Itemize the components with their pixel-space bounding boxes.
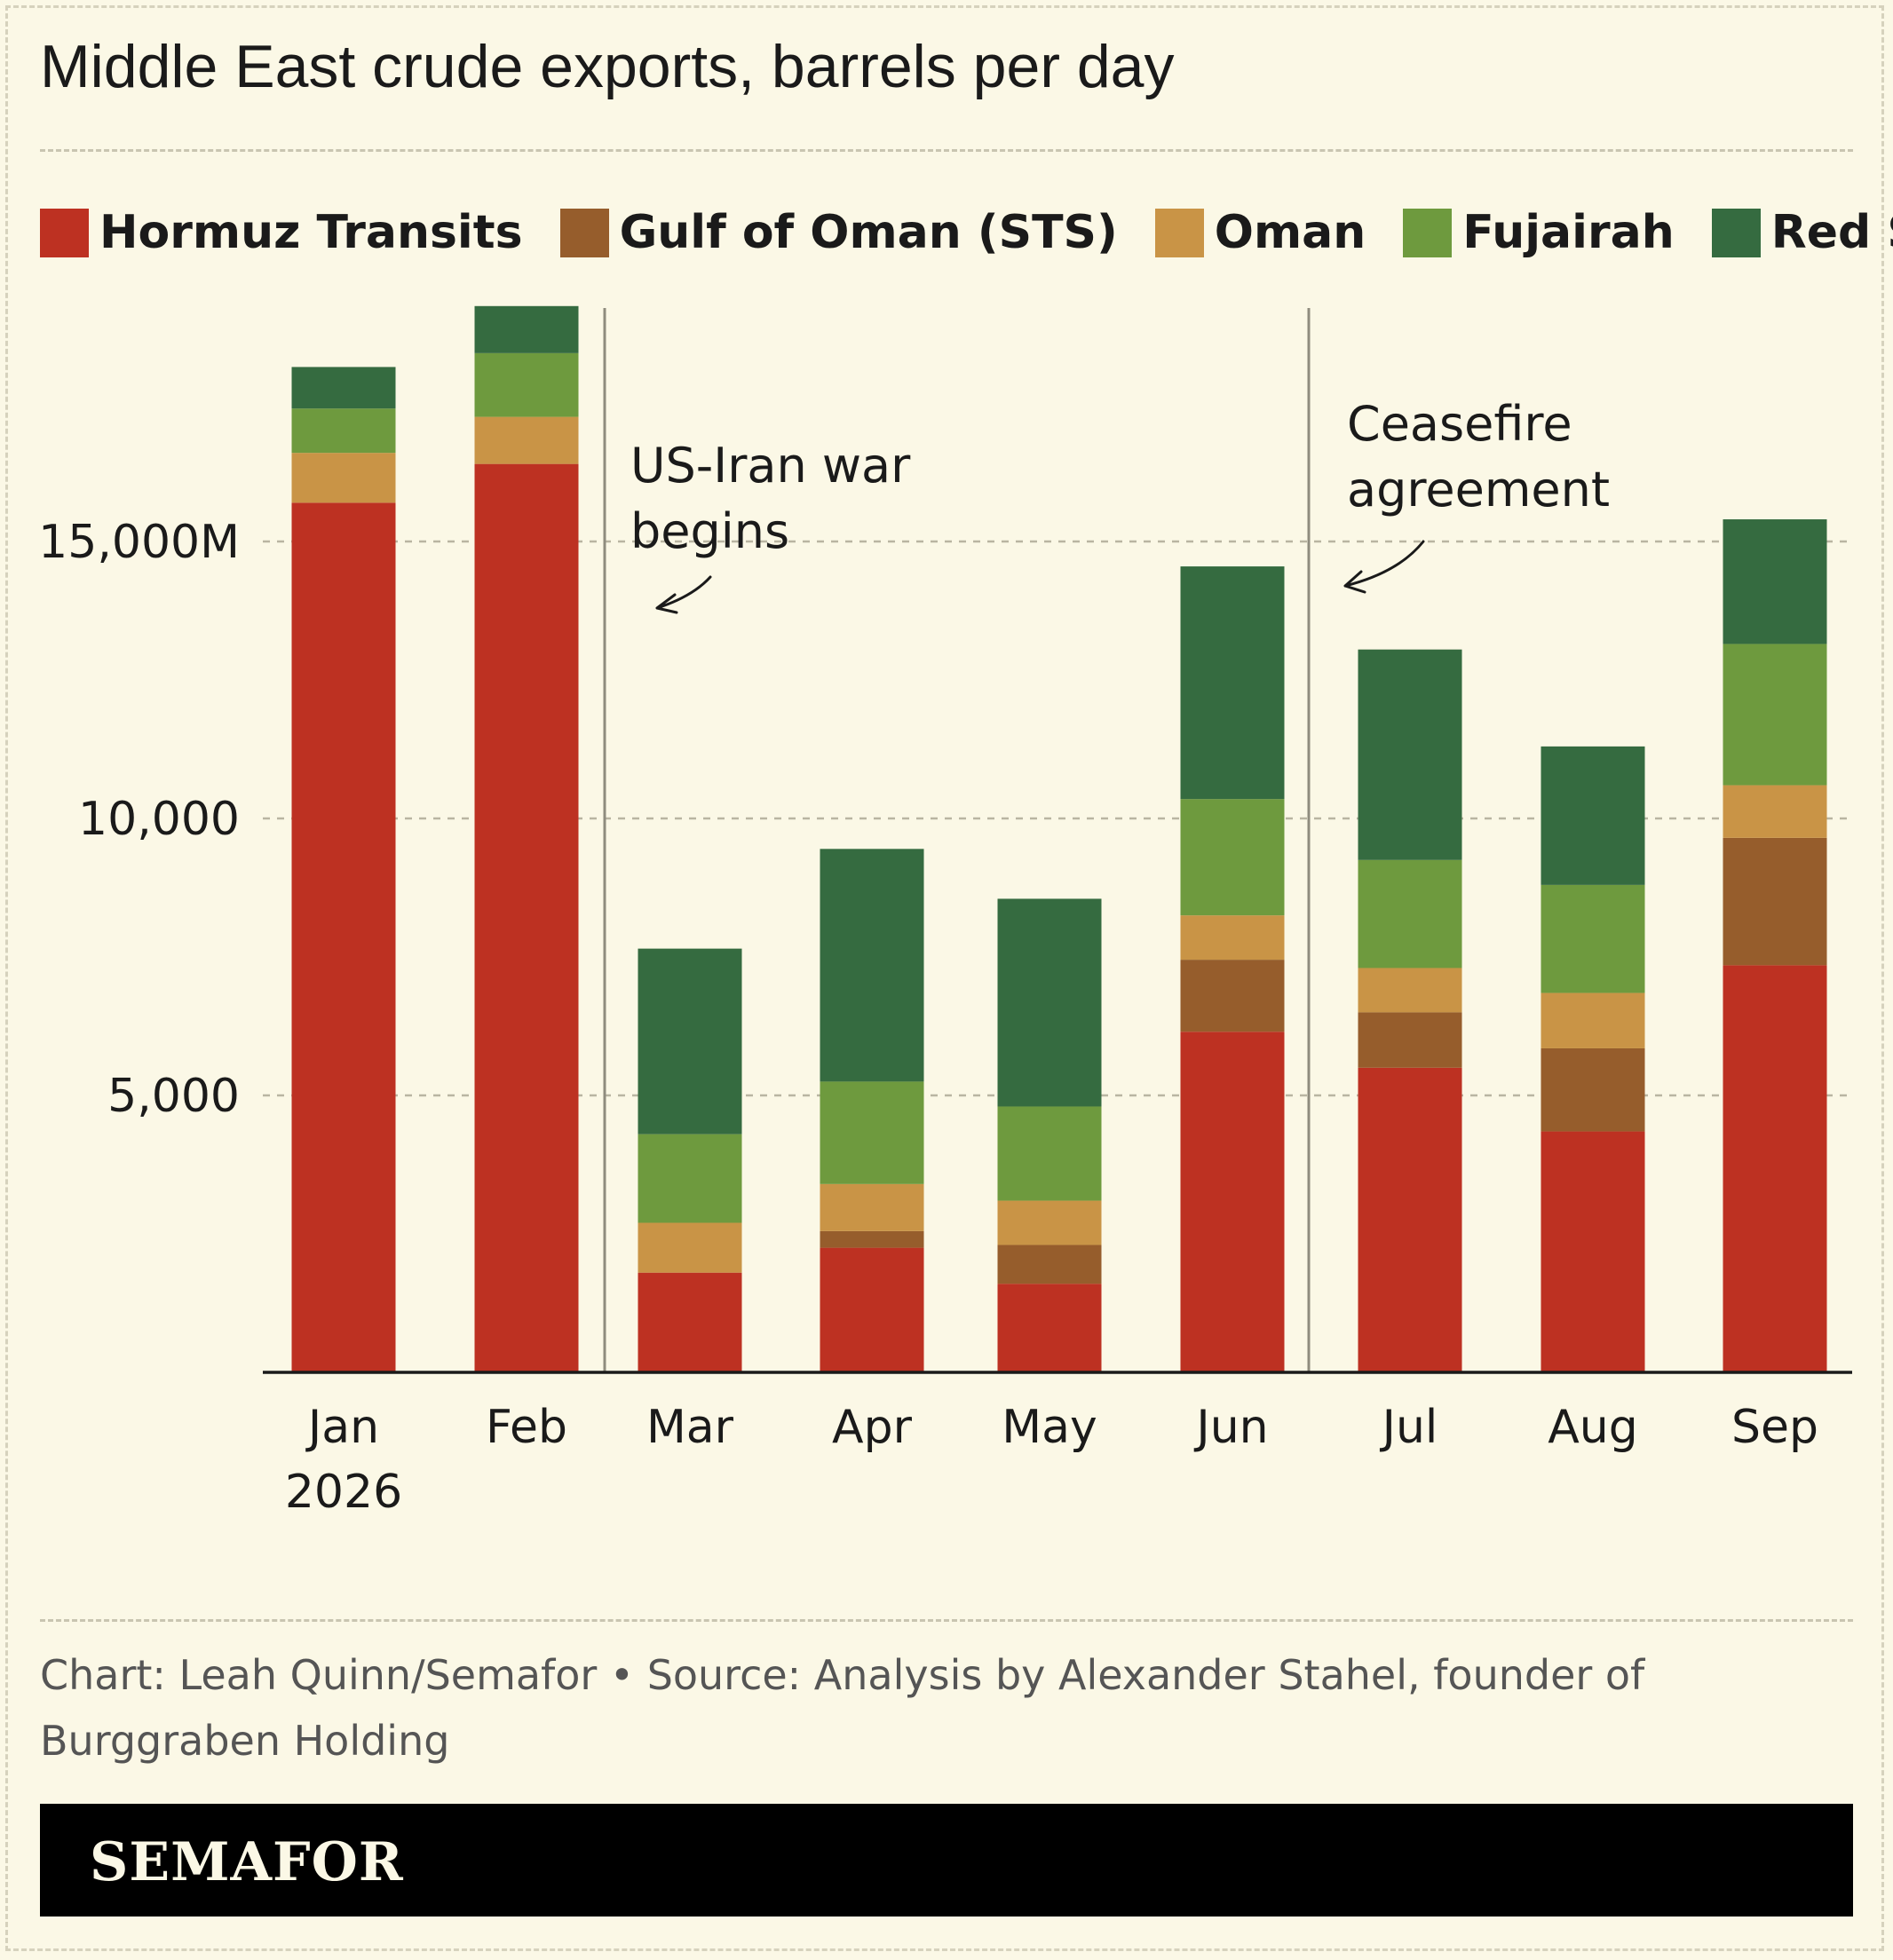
stacked-bar-chart: 5,000 10,000 15,000M Jan 2026 Feb Mar Apr May Jun… bbox=[38, 305, 1852, 1519]
bar-segment-gulf-of-oman-sts bbox=[1358, 1012, 1462, 1068]
annotation-arrow bbox=[655, 575, 712, 614]
x-tick-label: Aug bbox=[1548, 1401, 1638, 1454]
bar-segment-gulf-of-oman-sts bbox=[1541, 1047, 1645, 1132]
bar-segment-fujairah bbox=[820, 1081, 924, 1184]
legend-swatch-gulf-of-oman bbox=[559, 208, 609, 257]
bar-segment-oman bbox=[1723, 785, 1827, 838]
y-tick-label: 5,000 bbox=[107, 1070, 240, 1123]
annotation-text: US-Iran war bbox=[630, 438, 911, 494]
bar-segment-oman bbox=[1180, 915, 1285, 960]
bar-segment-oman bbox=[291, 453, 396, 503]
legend-item-gulf-of-oman: Gulf of Oman (STS) bbox=[559, 206, 1118, 259]
bar-segment-red-sea bbox=[1358, 649, 1462, 860]
chart-title: Middle East crude exports, barrels per d… bbox=[40, 33, 1175, 100]
semafor-logo: SEMAFOR bbox=[90, 1831, 404, 1893]
bar-segment-fujairah bbox=[1358, 859, 1462, 968]
bar-segment-hormuz-transits bbox=[291, 502, 396, 1372]
bar-segment-red-sea bbox=[1723, 519, 1827, 644]
bar-segment-hormuz-transits bbox=[638, 1272, 742, 1372]
legend-label-hormuz: Hormuz Transits bbox=[99, 206, 523, 259]
x-tick-label: Jan bbox=[305, 1401, 379, 1454]
footer-divider bbox=[40, 1619, 1853, 1622]
bar-segment-hormuz-transits bbox=[1541, 1131, 1645, 1372]
chart-legend: Hormuz Transits Gulf of Oman (STS) Oman … bbox=[40, 206, 1893, 259]
bar-segment-oman bbox=[638, 1222, 742, 1273]
brand-bar: SEMAFOR bbox=[40, 1804, 1853, 1917]
legend-item-red-sea: Red Sea bbox=[1711, 206, 1893, 259]
bar-segment-red-sea bbox=[638, 948, 742, 1134]
legend-label-red-sea: Red Sea bbox=[1770, 206, 1893, 259]
bar-segment-fujairah bbox=[1541, 884, 1645, 993]
bar-segment-hormuz-transits bbox=[1358, 1067, 1462, 1372]
bar-segment-fujairah bbox=[291, 408, 396, 454]
bar-segment-fujairah bbox=[474, 352, 579, 417]
legend-label-fujairah: Fujairah bbox=[1462, 206, 1675, 259]
legend-swatch-oman bbox=[1154, 208, 1204, 257]
x-tick-label: Feb bbox=[486, 1401, 567, 1454]
bar-segment-fujairah bbox=[1723, 644, 1827, 786]
bar-segment-oman bbox=[474, 416, 579, 464]
x-tick-label: Jun bbox=[1193, 1401, 1268, 1454]
bar-segment-fujairah bbox=[1180, 799, 1285, 916]
bar-segment-hormuz-transits bbox=[1723, 965, 1827, 1372]
bar-segment-hormuz-transits bbox=[997, 1284, 1102, 1372]
bar-segment-hormuz-transits bbox=[1180, 1031, 1285, 1372]
bar-segment-red-sea bbox=[820, 849, 924, 1082]
bar-segment-red-sea bbox=[1180, 566, 1285, 800]
legend-item-fujairah: Fujairah bbox=[1403, 206, 1675, 259]
x-tick-label: May bbox=[1002, 1401, 1097, 1454]
title-divider bbox=[40, 149, 1853, 152]
annotation-text: begins bbox=[630, 503, 789, 559]
bar-segment-gulf-of-oman-sts bbox=[1180, 960, 1285, 1032]
x-tick-label: Jul bbox=[1380, 1401, 1438, 1454]
x-tick-label: Sep bbox=[1731, 1401, 1818, 1454]
y-tick-label: 15,000M bbox=[38, 516, 240, 569]
bar-segment-red-sea bbox=[997, 898, 1102, 1107]
bar-segment-oman bbox=[997, 1200, 1102, 1245]
bar-segment-red-sea bbox=[1541, 746, 1645, 885]
bar-segment-fujairah bbox=[997, 1106, 1102, 1201]
bar-segment-red-sea bbox=[474, 305, 579, 353]
x-tick-label: Apr bbox=[832, 1401, 913, 1454]
source-credit: Chart: Leah Quinn/Semafor • Source: Anal… bbox=[40, 1651, 1645, 1765]
legend-swatch-red-sea bbox=[1711, 208, 1761, 257]
x-tick-sublabel: 2026 bbox=[285, 1466, 402, 1519]
annotation-text: agreement bbox=[1347, 462, 1610, 518]
bar-segment-gulf-of-oman-sts bbox=[820, 1230, 924, 1248]
bar-segment-fujairah bbox=[638, 1134, 742, 1223]
chart-frame bbox=[5, 5, 1884, 1951]
legend-label-gulf-of-oman: Gulf of Oman (STS) bbox=[619, 206, 1118, 259]
bar-segment-oman bbox=[820, 1183, 924, 1231]
legend-item-hormuz: Hormuz Transits bbox=[40, 206, 523, 259]
legend-label-oman: Oman bbox=[1214, 206, 1366, 259]
annotation-text: Ceasefire bbox=[1347, 396, 1572, 452]
y-tick-label: 10,000 bbox=[78, 793, 240, 846]
bar-segment-oman bbox=[1358, 968, 1462, 1013]
bar-segment-red-sea bbox=[291, 367, 396, 409]
legend-item-oman: Oman bbox=[1154, 206, 1366, 259]
bar-segment-hormuz-transits bbox=[474, 463, 579, 1372]
bar-segment-gulf-of-oman-sts bbox=[1723, 837, 1827, 966]
annotation-arrow bbox=[1343, 540, 1425, 594]
bar-segment-hormuz-transits bbox=[820, 1247, 924, 1372]
legend-swatch-fujairah bbox=[1403, 208, 1453, 257]
x-tick-label: Mar bbox=[646, 1401, 734, 1454]
bar-segment-gulf-of-oman-sts bbox=[997, 1245, 1102, 1284]
bar-segment-oman bbox=[1541, 992, 1645, 1048]
legend-swatch-hormuz bbox=[40, 208, 89, 257]
